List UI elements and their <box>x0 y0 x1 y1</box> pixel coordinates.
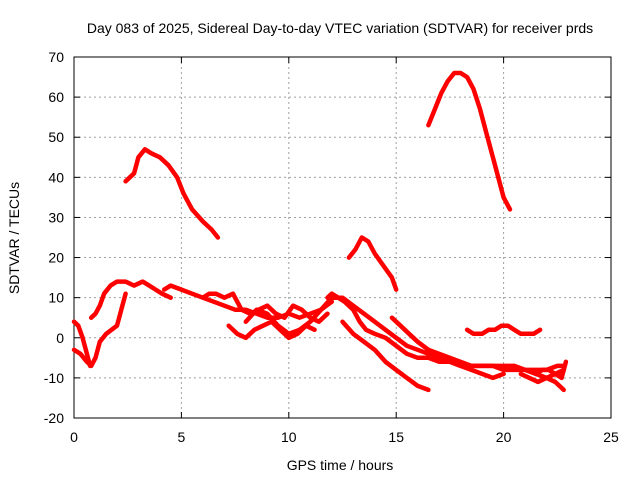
y-tick-label: 0 <box>56 330 64 346</box>
series-line-arc-c <box>88 279 173 320</box>
grid-lines <box>74 57 611 418</box>
y-tick-label: 10 <box>48 290 64 306</box>
x-tick-label: 15 <box>388 429 404 445</box>
y-tick-label: 60 <box>48 89 64 105</box>
series-line-arc-k <box>340 319 431 393</box>
x-axis-label: GPS time / hours <box>287 457 394 473</box>
y-tick-label: -20 <box>44 410 64 426</box>
plot-frame <box>73 56 612 419</box>
series-line-arc-f <box>200 291 330 324</box>
data-series <box>71 70 569 393</box>
x-tick-label: 5 <box>178 429 186 445</box>
series-line-arc-p <box>533 359 569 381</box>
y-tick-label: 20 <box>48 250 64 266</box>
series-line-arc-j <box>346 235 399 292</box>
series-line-arc-n <box>464 323 543 337</box>
x-tick-label: 10 <box>281 429 297 445</box>
y-tick-label: 40 <box>48 169 64 185</box>
series-line-arc-a <box>71 319 93 369</box>
x-tick-label: 25 <box>603 429 619 445</box>
y-tick-label: -10 <box>44 370 64 386</box>
y-tick-label: 70 <box>48 49 64 65</box>
series-line-arc-d <box>123 147 221 240</box>
y-tick-label: 30 <box>48 209 64 225</box>
y-tick-label: 50 <box>48 129 64 145</box>
chart-title: Day 083 of 2025, Sidereal Day-to-day VTE… <box>87 20 593 36</box>
x-tick-label: 20 <box>496 429 512 445</box>
y-axis-label: SDTVAR / TECUs <box>6 182 22 294</box>
x-tick-label: 0 <box>70 429 78 445</box>
axis-ticks: 0 5 10 15 20 25 -20 -10 0 10 20 30 40 50 60 70 <box>44 49 619 445</box>
series-line-arc-m <box>426 70 513 212</box>
series-line-arc-b <box>71 291 128 369</box>
